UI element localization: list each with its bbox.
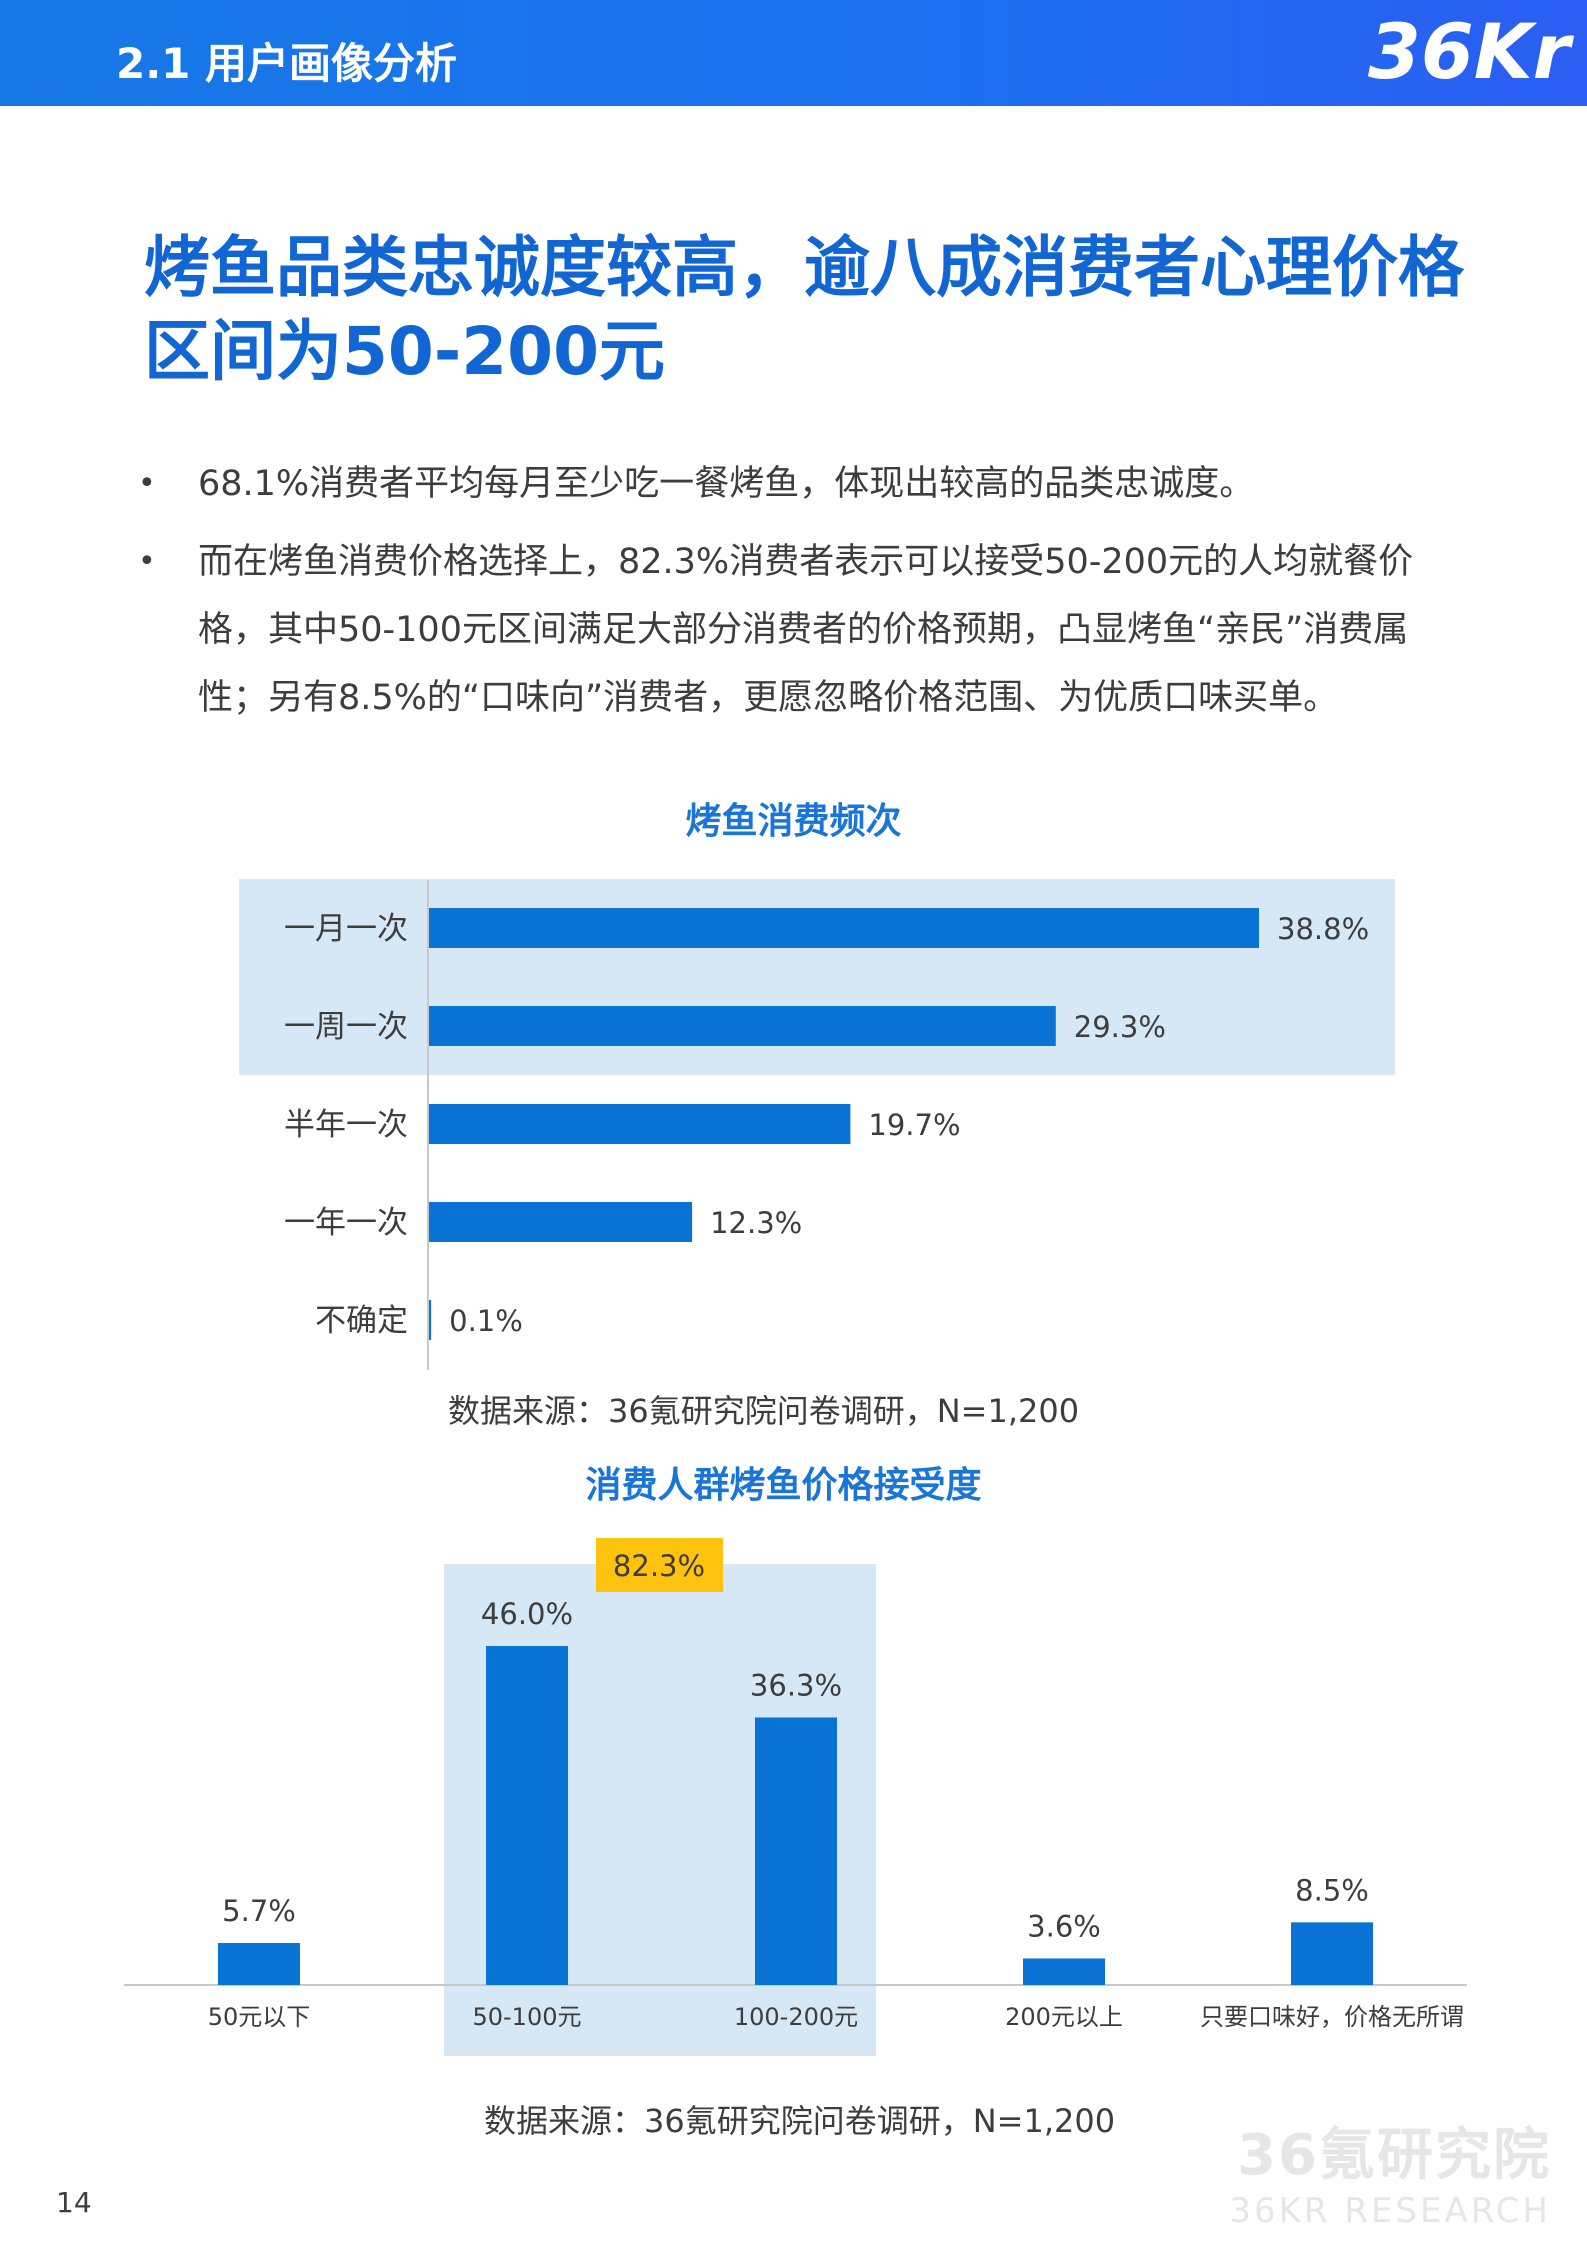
data-label: 29.3% xyxy=(1074,1010,1166,1044)
watermark-cn: 36氪研究院 xyxy=(1237,2123,1551,2188)
bar xyxy=(429,1300,432,1340)
category-label: 不确定 xyxy=(315,1303,408,1339)
data-label: 8.5% xyxy=(1295,1873,1369,1907)
bullet-dot-icon: • xyxy=(138,466,156,501)
bullet-text: 而在烤鱼消费价格选择上，82.3%消费者表示可以接受50-200元的人均就餐价格… xyxy=(198,542,1414,718)
header-bar: 2.1 用户画像分析 36Kr xyxy=(0,0,1587,106)
category-label: 一年一次 xyxy=(284,1205,408,1241)
category-label: 一月一次 xyxy=(284,911,408,947)
bar xyxy=(1291,1922,1373,1985)
section-title: 2.1 用户画像分析 xyxy=(116,39,458,88)
page-headline: 烤鱼品类忠诚度较高，逾八成消费者心理价格区间为50-200元 xyxy=(144,229,1464,390)
data-label: 5.7% xyxy=(222,1894,296,1928)
bullet-dot-icon: • xyxy=(138,544,156,579)
category-label: 50元以下 xyxy=(208,2003,311,2031)
bar xyxy=(429,1202,693,1242)
chart-title-price: 消费人群烤鱼价格接受度 xyxy=(585,1465,982,1506)
data-label: 36.3% xyxy=(750,1668,842,1702)
bar xyxy=(1023,1958,1105,1985)
bullet-text: 68.1%消费者平均每月至少吃一餐烤鱼，体现出较高的品类忠诚度。 xyxy=(198,464,1255,504)
bullet-item: • 而在烤鱼消费价格选择上，82.3%消费者表示可以接受50-200元的人均就餐… xyxy=(134,528,1454,732)
data-label: 3.6% xyxy=(1027,1909,1101,1943)
bar xyxy=(429,908,1259,948)
chart-price: 82.3% 5.7% 50元以下 46.0% 50-100元 36.3% 100-200元 3… xyxy=(124,1538,1467,2056)
data-label: 38.8% xyxy=(1277,912,1369,946)
chart-source-frequency: 数据来源：36氪研究院问卷调研，N=1,200 xyxy=(448,1392,1080,1430)
bar xyxy=(218,1942,300,1985)
chart-source-price: 数据来源：36氪研究院问卷调研，N=1,200 xyxy=(484,2102,1116,2140)
category-label: 100-200元 xyxy=(734,2003,858,2031)
bar xyxy=(755,1717,837,1985)
category-label: 半年一次 xyxy=(284,1107,408,1143)
bullet-list: • 68.1%消费者平均每月至少吃一餐烤鱼，体现出较高的品类忠诚度。 • 而在烤… xyxy=(134,450,1454,742)
category-label: 50-100元 xyxy=(472,2003,581,2031)
data-label: 0.1% xyxy=(449,1304,523,1338)
category-label: 只要口味好，价格无所谓 xyxy=(1200,2003,1464,2031)
chart-frequency: 一月一次 38.8% 一周一次 29.3% 半年一次 19.7% 一年一次 12.3% 不确定 0… xyxy=(239,879,1395,1370)
watermark-en: 36KR RESEARCH xyxy=(1229,2191,1551,2231)
bar xyxy=(429,1006,1056,1046)
bar xyxy=(486,1646,568,1985)
bullet-item: • 68.1%消费者平均每月至少吃一餐烤鱼，体现出较高的品类忠诚度。 xyxy=(134,450,1454,518)
category-label: 200元以上 xyxy=(1005,2003,1123,2031)
total-badge-label: 82.3% xyxy=(613,1549,705,1583)
data-label: 19.7% xyxy=(868,1108,960,1142)
total-badge xyxy=(596,1538,723,1592)
bar xyxy=(429,1104,851,1144)
category-label: 一周一次 xyxy=(284,1009,408,1045)
chart-title-frequency: 烤鱼消费频次 xyxy=(685,801,902,842)
data-label: 46.0% xyxy=(481,1597,573,1631)
data-label: 12.3% xyxy=(710,1206,802,1240)
36kr-logo: 36Kr xyxy=(1368,7,1575,96)
36kr-logo-text: 36Kr xyxy=(1368,7,1575,96)
page-number: 14 xyxy=(56,2186,92,2219)
watermark: 36氪研究院 36KR RESEARCH xyxy=(1229,2110,1551,2231)
